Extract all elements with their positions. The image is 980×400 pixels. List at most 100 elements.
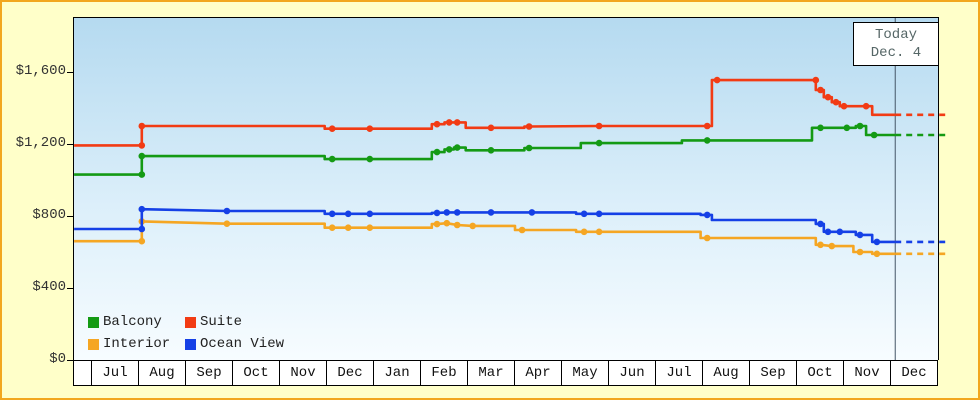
data-point-ocean-view: [528, 209, 536, 216]
legend-label: Suite: [200, 314, 243, 330]
today-box: Today Dec. 4: [853, 22, 939, 66]
data-point-interior: [469, 222, 477, 230]
data-point-suite: [366, 125, 374, 132]
data-point-suite: [862, 102, 870, 110]
plot-area: Balcony Suite Interior Ocean View: [73, 17, 950, 360]
data-point-balcony: [817, 124, 824, 132]
data-point-suite: [445, 119, 453, 126]
data-point-ocean-view: [223, 207, 231, 215]
data-point-interior: [453, 221, 461, 229]
data-point-balcony: [870, 131, 878, 139]
data-point-balcony: [328, 155, 336, 163]
data-point-balcony: [445, 146, 453, 153]
data-point-interior: [443, 219, 451, 227]
data-point-balcony: [453, 144, 461, 151]
data-point-ocean-view: [703, 211, 711, 219]
legend-item-suite: Suite: [185, 314, 284, 330]
y-tick-mark: [67, 144, 74, 145]
data-point-balcony: [703, 137, 711, 144]
data-point-suite: [703, 122, 711, 130]
data-point-interior: [595, 228, 603, 236]
data-point-balcony: [366, 155, 374, 163]
data-point-interior: [328, 224, 336, 231]
month-cell: Sep: [749, 361, 796, 385]
data-point-interior: [344, 224, 352, 231]
y-tick-label: $1,600: [15, 63, 66, 79]
data-point-balcony: [595, 139, 603, 147]
data-point-ocean-view: [595, 210, 603, 218]
data-point-ocean-view: [580, 210, 588, 218]
legend-label: Ocean View: [200, 336, 285, 352]
month-cell: Jan: [373, 361, 420, 385]
data-point-suite: [840, 102, 848, 110]
data-point-ocean-view: [873, 238, 881, 246]
data-point-balcony: [487, 147, 495, 154]
month-cell: Jul: [91, 361, 138, 385]
data-point-interior: [138, 237, 146, 245]
month-cell: Mar: [467, 361, 514, 385]
y-tick-label: $0: [49, 351, 66, 367]
legend: Balcony Suite Interior Ocean View: [88, 314, 284, 352]
data-point-balcony: [433, 148, 441, 156]
data-point-balcony: [525, 144, 533, 152]
data-point-interior: [817, 241, 824, 249]
y-tick-mark: [67, 72, 74, 73]
series-line-suite: [74, 78, 896, 147]
data-point-interior: [703, 234, 711, 242]
data-point-suite: [328, 125, 336, 132]
data-point-suite: [453, 119, 461, 126]
data-point-ocean-view: [344, 210, 352, 218]
month-cell: Dec: [890, 361, 937, 385]
month-cell: Jun: [608, 361, 655, 385]
y-tick-mark: [67, 288, 74, 289]
data-point-suite: [817, 86, 824, 94]
data-point-interior: [518, 226, 526, 234]
month-cell: Feb: [420, 361, 467, 385]
legend-item-interior: Interior: [88, 336, 185, 352]
y-tick-label: $1,200: [15, 135, 66, 151]
month-cell: Sep: [185, 361, 232, 385]
data-point-suite: [824, 93, 832, 101]
month-cell: Dec: [326, 361, 373, 385]
data-point-interior: [433, 220, 441, 228]
data-point-interior: [856, 248, 864, 256]
legend-swatch-balcony: [88, 316, 99, 328]
y-tick-label: $400: [32, 279, 66, 295]
month-cell: Jul: [655, 361, 702, 385]
data-point-suite: [487, 124, 495, 132]
legend-swatch-ocean-view: [185, 338, 196, 350]
data-point-ocean-view: [824, 228, 832, 236]
data-point-ocean-view: [366, 210, 374, 218]
month-cell: Oct: [796, 361, 843, 385]
series-line-balcony: [74, 124, 896, 176]
data-point-suite: [832, 98, 840, 106]
data-point-interior: [828, 242, 836, 250]
data-point-ocean-view: [856, 231, 864, 239]
month-cell: Nov: [843, 361, 890, 385]
data-point-balcony: [138, 152, 146, 160]
data-point-interior: [580, 228, 588, 236]
legend-swatch-suite: [185, 316, 196, 328]
data-point-suite: [433, 120, 441, 128]
data-point-ocean-view: [443, 209, 451, 216]
data-point-ocean-view: [138, 225, 146, 233]
month-strip: Jul Aug Sep Oct Nov Dec Jan Feb Mar Apr May Jun Jul A…: [73, 360, 938, 386]
legend-item-ocean-view: Ocean View: [185, 336, 284, 352]
legend-label: Interior: [103, 336, 171, 352]
data-point-ocean-view: [138, 205, 146, 213]
legend-label: Balcony: [103, 314, 162, 330]
data-point-suite: [138, 122, 146, 130]
month-cell-lead: [74, 361, 91, 385]
data-point-suite: [138, 142, 146, 149]
data-point-ocean-view: [817, 220, 824, 228]
data-point-suite: [713, 76, 721, 84]
month-cell: Apr: [514, 361, 561, 385]
data-point-suite: [525, 123, 533, 130]
data-point-ocean-view: [328, 210, 336, 218]
month-cell: May: [561, 361, 608, 385]
data-point-balcony: [138, 171, 146, 178]
series-line-interior: [74, 220, 896, 256]
data-point-interior: [223, 220, 231, 227]
data-point-ocean-view: [487, 209, 495, 216]
